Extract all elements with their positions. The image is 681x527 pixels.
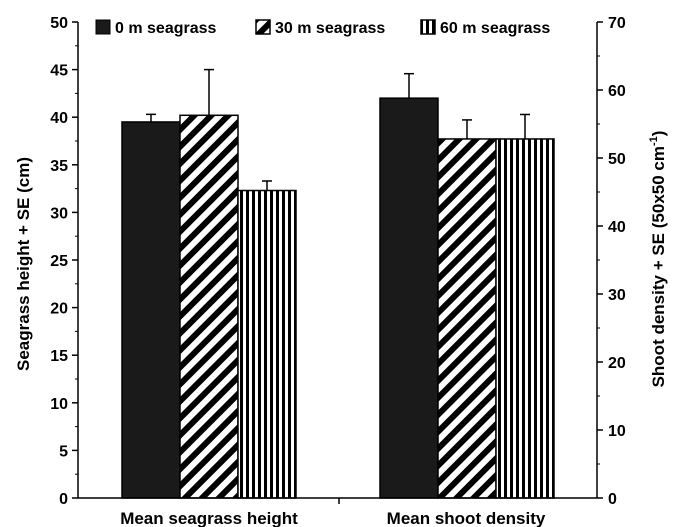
y-axis-right-title-end: ) xyxy=(649,131,668,137)
bar-0-cat-1 xyxy=(379,97,439,499)
legend-swatch-1 xyxy=(255,19,271,35)
y-left-tick-label-6: 30 xyxy=(50,205,68,222)
y-left-tick-label-2: 10 xyxy=(50,396,68,413)
bar-1-cat-0 xyxy=(179,114,239,499)
y-right-tick-label-4: 40 xyxy=(608,219,626,236)
y-axis-left-title: Seagrass height + SE (cm) xyxy=(14,157,33,371)
legend-swatch-2 xyxy=(420,19,436,35)
y-right-tick-label-3: 30 xyxy=(608,287,626,304)
y-left-tick-label-9: 45 xyxy=(50,63,68,80)
y-right-tick-label-2: 20 xyxy=(608,355,626,372)
y-left-tick-label-8: 40 xyxy=(50,110,68,127)
bar-2-cat-1 xyxy=(495,138,555,499)
bar-0-cat-0 xyxy=(121,121,181,499)
legend-label-0: 0 m seagrass xyxy=(115,20,217,37)
y-right-tick-label-7: 70 xyxy=(608,15,626,32)
y-left-tick-label-4: 20 xyxy=(50,301,68,318)
y-right-tick-label-6: 60 xyxy=(608,83,626,100)
y-left-tick-label-5: 25 xyxy=(50,253,68,270)
legend: 0 m seagrass 30 m seagrass 60 m seagrass xyxy=(95,19,550,37)
y-left-tick-label-10: 50 xyxy=(50,15,68,32)
legend-swatch-0 xyxy=(95,19,111,35)
y-left-tick-label-7: 35 xyxy=(50,158,68,175)
y-left-tick-label-1: 5 xyxy=(59,443,68,460)
error-bars-layer xyxy=(146,68,530,191)
y-right-tick-label-0: 0 xyxy=(608,491,617,508)
y-axis-right-title-sup: -1 xyxy=(648,136,660,146)
axes-layer: 0 5 10 15 20 25 30 35 40 45 50 0 10 20 30 40 50 60 70 xyxy=(50,15,626,508)
y-left-tick-label-0: 0 xyxy=(59,491,68,508)
y-right-tick-label-1: 10 xyxy=(608,423,626,440)
category-label-1: Mean shoot density xyxy=(387,509,546,527)
legend-label-2: 60 m seagrass xyxy=(440,20,550,37)
bar-1-cat-1 xyxy=(437,138,497,499)
bars-layer xyxy=(121,97,555,499)
bar-2-cat-0 xyxy=(237,189,297,499)
y-right-tick-label-5: 50 xyxy=(608,151,626,168)
y-left-tick-label-3: 15 xyxy=(50,348,68,365)
y-axis-right-title-main: Shoot density + SE (50x50 cm xyxy=(649,146,668,387)
category-label-0: Mean seagrass height xyxy=(120,509,298,527)
legend-label-1: 30 m seagrass xyxy=(275,20,385,37)
y-axis-right-title: Shoot density + SE (50x50 cm-1) xyxy=(648,131,668,388)
